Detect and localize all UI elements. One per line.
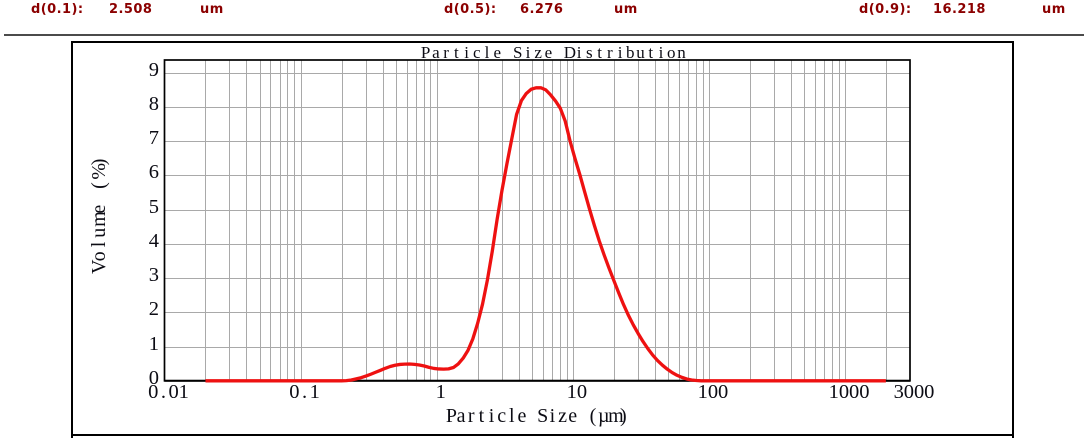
x-tick-label: 1 [435,380,446,403]
d09-label: d(0.9): [859,2,912,17]
chart-frame [71,41,1014,438]
d09-unit: um [1042,2,1066,17]
x-tick-label: 3000 [893,380,935,403]
chart-frame-bottom-line [71,433,1014,436]
volume-distribution-curve [205,86,886,383]
y-axis-label: Volume (%) [88,158,110,274]
y-tick-label: 2 [148,298,160,321]
y-tick-label: 4 [148,229,160,252]
percentile-summary-row: d(0.1): 2.508 um d(0.5): 6.276 um d(0.9)… [0,2,1087,20]
y-tick-label: 6 [148,161,160,184]
y-tick-label: 3 [148,264,160,287]
d01-label: d(0.1): [31,2,84,17]
y-tick-label: 0 [148,366,160,389]
x-tick-label: 0.1 [289,380,320,403]
y-tick-label: 9 [148,58,160,81]
d01-unit: um [200,2,224,17]
x-tick-label: 0. 01 [148,380,189,403]
d05-unit: um [614,2,638,17]
y-tick-label: 8 [148,93,160,116]
d09-value: 16.218 [933,2,986,17]
header-separator-line [4,34,1084,36]
x-tick-label: 100 [697,380,729,403]
d01-value: 2.508 [109,2,153,17]
x-tick-label: 1000 [828,380,870,403]
y-tick-label: 7 [148,127,160,150]
plot-border [163,59,911,382]
d05-value: 6.276 [520,2,564,17]
y-tick-label: 1 [148,332,160,355]
x-axis-label: Pa r t i c l e Si ze (µm) [445,405,627,427]
y-tick-label: 5 [148,195,160,218]
x-tick-label: 10 [566,380,588,403]
d05-label: d(0.5): [444,2,497,17]
